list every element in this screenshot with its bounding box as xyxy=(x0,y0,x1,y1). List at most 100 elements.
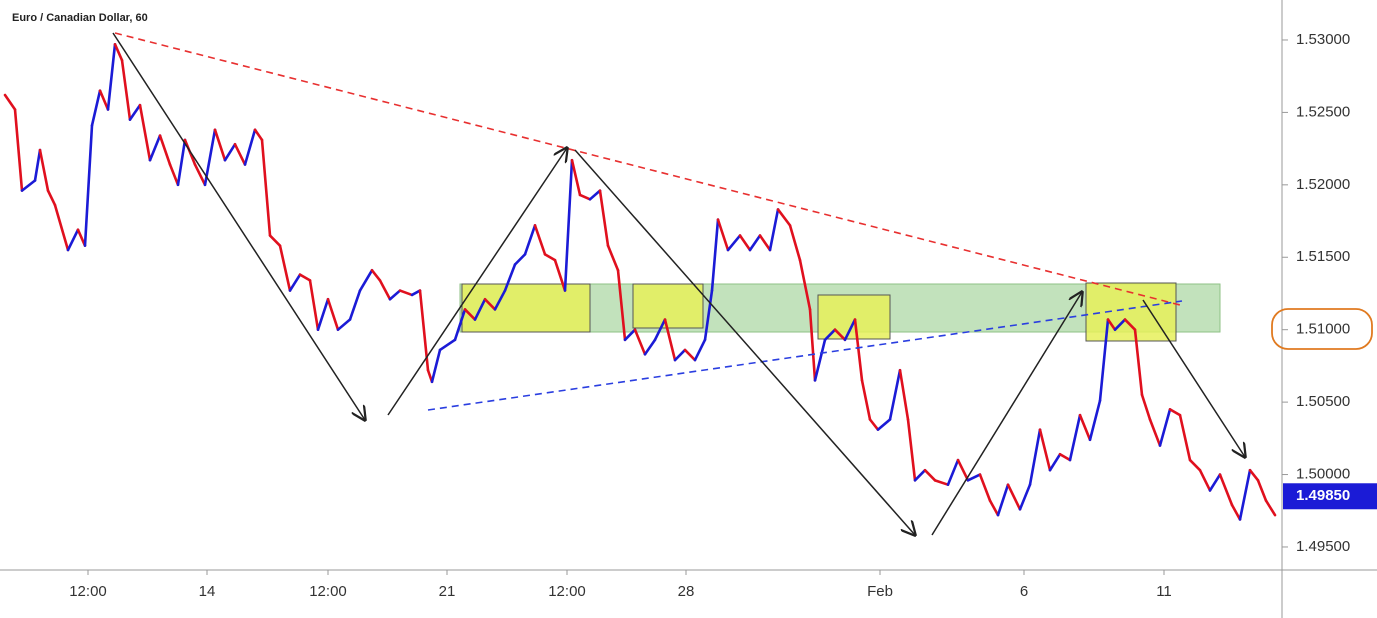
price-segment xyxy=(523,224,537,256)
price-segment xyxy=(370,268,382,282)
price-segment xyxy=(483,297,497,311)
price-segment xyxy=(243,128,257,166)
price-segment xyxy=(473,297,487,321)
price-segment xyxy=(3,93,17,111)
current-price-marker xyxy=(1283,483,1377,510)
highlight-boxes xyxy=(461,282,1177,342)
price-segment xyxy=(438,338,457,352)
price-segment xyxy=(996,483,1010,517)
price-segment xyxy=(598,189,610,247)
price-segment xyxy=(808,308,817,382)
price-segment xyxy=(543,253,557,262)
price-segment xyxy=(853,318,864,382)
price-segment xyxy=(616,268,627,342)
price-segment xyxy=(988,499,1000,517)
price-segment xyxy=(1140,393,1152,421)
current-price-label: 1.49850 xyxy=(1296,487,1350,504)
price-segment xyxy=(90,89,102,127)
price-segment xyxy=(726,234,742,252)
price-segment xyxy=(1188,458,1202,472)
price-segment xyxy=(120,58,132,121)
arrow xyxy=(387,148,567,416)
price-segment xyxy=(748,234,762,252)
price-segment xyxy=(1208,473,1222,492)
y-tick-label: 1.51500 xyxy=(1296,248,1350,265)
price-segment xyxy=(223,142,237,162)
price-segment xyxy=(138,103,152,162)
price-segment xyxy=(193,163,207,187)
price-segment xyxy=(1264,499,1277,517)
price-segment xyxy=(923,468,937,482)
price-segment xyxy=(168,163,180,187)
price-segment xyxy=(463,308,477,321)
price-segment xyxy=(876,418,892,431)
price-segment xyxy=(533,224,547,256)
price-segment xyxy=(788,224,802,262)
price-segment xyxy=(1113,318,1127,331)
price-segment xyxy=(398,289,414,297)
price-segment xyxy=(978,473,992,502)
price-segment xyxy=(260,138,272,237)
price-segment xyxy=(623,328,637,342)
price-segment xyxy=(1006,483,1022,511)
price-segment xyxy=(913,468,927,482)
x-tick-label: 21 xyxy=(439,583,456,600)
price-segment xyxy=(410,289,422,297)
price-segment xyxy=(1068,413,1082,462)
x-tick-label: 11 xyxy=(1156,583,1172,600)
price-segment xyxy=(288,273,302,292)
price-segment xyxy=(148,134,162,162)
price-segment xyxy=(378,279,392,301)
price-segment xyxy=(1168,408,1182,417)
price-segment xyxy=(1088,399,1102,442)
price-segment xyxy=(176,138,187,187)
y-tick-label: 1.51000 xyxy=(1296,321,1350,338)
price-segment xyxy=(563,158,574,292)
price-segment xyxy=(716,218,730,252)
arrow xyxy=(112,32,365,420)
price-segment xyxy=(1230,503,1242,521)
price-segment xyxy=(1123,318,1137,331)
price-segment xyxy=(493,289,507,311)
price-segment xyxy=(768,208,780,252)
price-segment xyxy=(606,244,620,272)
x-tick-label: 14 xyxy=(199,583,216,600)
y-tick-label: 1.49500 xyxy=(1296,538,1350,555)
price-segment xyxy=(46,189,57,207)
price-segment xyxy=(888,368,902,421)
price-segment xyxy=(813,338,827,382)
price-segment xyxy=(213,128,227,162)
x-tick-label: 12:00 xyxy=(309,583,347,600)
price-highlight xyxy=(1271,308,1373,350)
price-segment xyxy=(308,279,320,331)
swing-arrows xyxy=(112,32,1245,535)
x-tick-label: Feb xyxy=(867,583,893,600)
price-segment xyxy=(326,297,340,331)
price-segment xyxy=(358,268,374,292)
price-line xyxy=(3,43,1277,521)
price-segment xyxy=(98,89,110,111)
price-segment xyxy=(128,103,142,121)
price-segment xyxy=(868,418,880,431)
price-segment xyxy=(798,258,812,311)
x-tick-label: 12:00 xyxy=(548,583,586,600)
price-segment xyxy=(588,189,602,201)
chart-title: Euro / Canadian Dollar, 60 xyxy=(12,12,148,24)
price-segment xyxy=(933,479,950,486)
price-segment xyxy=(653,318,667,342)
x-tick-label: 6 xyxy=(1020,583,1028,600)
price-segment xyxy=(710,218,720,292)
price-segment xyxy=(76,228,87,247)
price-segment xyxy=(833,328,847,342)
price-segment xyxy=(683,348,697,362)
price-segment xyxy=(693,338,707,362)
x-tick-label: 12:00 xyxy=(69,583,107,600)
price-segment xyxy=(298,273,312,282)
price-segment xyxy=(946,458,960,486)
price-segment xyxy=(1078,413,1092,442)
price-segment xyxy=(33,148,42,182)
price-segment xyxy=(513,253,527,266)
price-segment xyxy=(13,108,24,192)
y-tick-label: 1.50500 xyxy=(1296,393,1350,410)
